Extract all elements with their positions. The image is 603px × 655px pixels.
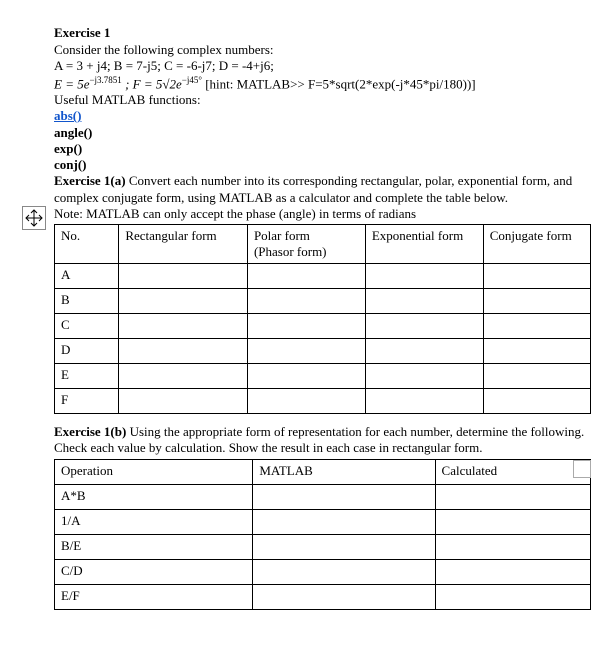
table-row: A*B <box>55 484 591 509</box>
table-b-cell <box>253 534 435 559</box>
exercise-1a-label: Exercise 1(a) <box>54 173 126 188</box>
table-a-cell <box>483 339 590 364</box>
table-a: No. Rectangular form Polar form (Phasor … <box>54 224 591 414</box>
table-row: B/E <box>55 534 591 559</box>
exercise-1a-text: Convert each number into its correspondi… <box>54 173 572 204</box>
table-a-header-2: Polar form (Phasor form) <box>247 225 365 264</box>
table-a-cell-no: A <box>55 264 119 289</box>
fn-abs-link[interactable]: abs() <box>54 108 81 123</box>
fn-exp: exp() <box>54 141 591 157</box>
move-handle-icon <box>22 206 46 230</box>
table-b-cell <box>253 509 435 534</box>
table-a-cell <box>119 364 248 389</box>
table-a-cell <box>119 314 248 339</box>
table-b-cell-op: A*B <box>55 484 253 509</box>
table-row: E/F <box>55 584 591 609</box>
table-a-header-3: Exponential form <box>365 225 483 264</box>
table-b-cell <box>435 484 590 509</box>
table-a-cell <box>247 364 365 389</box>
table-a-cell <box>119 289 248 314</box>
table-a-cell <box>119 339 248 364</box>
table-b-cell <box>253 484 435 509</box>
fn-angle: angle() <box>54 125 591 141</box>
table-a-header-1: Rectangular form <box>119 225 248 264</box>
table-row: B <box>55 289 591 314</box>
table-a-cell <box>365 339 483 364</box>
exercise-1a-paragraph: Exercise 1(a) Convert each number into i… <box>54 173 591 206</box>
definitions-line-2: E = 5e−j3.7851 ; F = 5√2e−j45° [hint: MA… <box>54 75 591 93</box>
table-b-header-1: MATLAB <box>253 459 435 484</box>
def-e-exponent: −j3.7851 <box>89 75 121 85</box>
table-b-header-0: Operation <box>55 459 253 484</box>
table-a-cell <box>483 289 590 314</box>
exercise-title: Exercise 1 <box>54 25 591 41</box>
exercise-1a-note: Note: MATLAB can only accept the phase (… <box>54 206 591 222</box>
def-e-base: E = 5e <box>54 76 89 91</box>
table-row: C/D <box>55 559 591 584</box>
table-row: E <box>55 364 591 389</box>
table-a-cell <box>483 389 590 414</box>
table-b-cell <box>435 534 590 559</box>
table-b-header-row: Operation MATLAB Calculated <box>55 459 591 484</box>
intro-text: Consider the following complex numbers: <box>54 42 591 58</box>
table-a-cell <box>483 264 590 289</box>
table-a-cell <box>247 389 365 414</box>
fn-conj: conj() <box>54 157 591 173</box>
table-row: A <box>55 264 591 289</box>
exercise-1b-text: Using the appropriate form of representa… <box>54 424 584 455</box>
checkbox-icon[interactable] <box>573 460 591 478</box>
table-a-cell <box>483 364 590 389</box>
exercise-1b-label: Exercise 1(b) <box>54 424 126 439</box>
table-b-cell <box>435 584 590 609</box>
table-a-cell <box>119 389 248 414</box>
table-a-cell-no: D <box>55 339 119 364</box>
table-b-cell <box>253 584 435 609</box>
table-a-cell <box>247 264 365 289</box>
table-row: F <box>55 389 591 414</box>
table-a-cell <box>247 339 365 364</box>
table-a-cell-no: E <box>55 364 119 389</box>
def-f-base: ; F = 5√2e <box>122 76 182 91</box>
table-a-header-row: No. Rectangular form Polar form (Phasor … <box>55 225 591 264</box>
exercise-1b-paragraph: Exercise 1(b) Using the appropriate form… <box>54 424 591 457</box>
table-row: 1/A <box>55 509 591 534</box>
def-hint: [hint: MATLAB>> F=5*sqrt(2*exp(-j*45*pi/… <box>202 76 476 91</box>
table-a-header-0: No. <box>55 225 119 264</box>
table-a-cell <box>247 289 365 314</box>
table-a-cell <box>483 314 590 339</box>
table-a-cell <box>365 389 483 414</box>
table-b-cell <box>435 559 590 584</box>
table-a-cell <box>365 264 483 289</box>
table-a-cell-no: C <box>55 314 119 339</box>
page: Exercise 1 Consider the following comple… <box>0 0 603 655</box>
def-f-exponent: −j45° <box>182 75 202 85</box>
table-row: C <box>55 314 591 339</box>
table-a-cell <box>365 314 483 339</box>
table-b-cell-op: B/E <box>55 534 253 559</box>
table-a-header-2-text: Polar form (Phasor form) <box>254 228 327 259</box>
table-a-cell <box>119 264 248 289</box>
useful-functions-heading: Useful MATLAB functions: <box>54 92 591 108</box>
table-a-header-4: Conjugate form <box>483 225 590 264</box>
table-row: D <box>55 339 591 364</box>
table-a-cell-no: F <box>55 389 119 414</box>
table-b-cell <box>435 509 590 534</box>
table-b-cell-op: C/D <box>55 559 253 584</box>
table-b-cell-op: E/F <box>55 584 253 609</box>
table-a-cell <box>247 314 365 339</box>
table-b-cell-op: 1/A <box>55 509 253 534</box>
table-a-cell <box>365 289 483 314</box>
table-a-cell <box>365 364 483 389</box>
table-b-cell <box>253 559 435 584</box>
table-a-cell-no: B <box>55 289 119 314</box>
definitions-line-1: A = 3 + j4; B = 7-j5; C = -6-j7; D = -4+… <box>54 58 591 74</box>
table-b: Operation MATLAB Calculated A*B 1/A B/E … <box>54 459 591 610</box>
table-b-header-2: Calculated <box>435 459 590 484</box>
